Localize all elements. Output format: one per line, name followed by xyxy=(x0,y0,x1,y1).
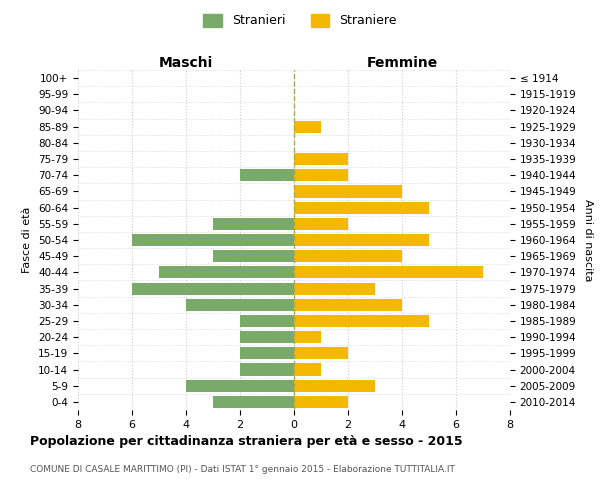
Bar xyxy=(213,396,294,408)
Y-axis label: Anni di nascita: Anni di nascita xyxy=(583,198,593,281)
Text: Popolazione per cittadinanza straniera per età e sesso - 2015: Popolazione per cittadinanza straniera p… xyxy=(30,435,463,448)
Bar xyxy=(240,169,294,181)
Bar xyxy=(294,218,348,230)
Bar xyxy=(294,282,375,294)
Bar xyxy=(240,315,294,327)
Bar xyxy=(294,169,348,181)
Bar xyxy=(240,331,294,343)
Text: COMUNE DI CASALE MARITTIMO (PI) - Dati ISTAT 1° gennaio 2015 - Elaborazione TUTT: COMUNE DI CASALE MARITTIMO (PI) - Dati I… xyxy=(30,465,455,474)
Bar xyxy=(159,266,294,278)
Text: Maschi: Maschi xyxy=(159,56,213,70)
Bar xyxy=(240,348,294,360)
Bar xyxy=(132,234,294,246)
Bar xyxy=(294,186,402,198)
Y-axis label: Fasce di età: Fasce di età xyxy=(22,207,32,273)
Bar xyxy=(294,315,429,327)
Bar xyxy=(294,120,321,132)
Bar xyxy=(240,364,294,376)
Bar xyxy=(294,266,483,278)
Bar xyxy=(294,331,321,343)
Legend: Stranieri, Straniere: Stranieri, Straniere xyxy=(198,8,402,32)
Text: Femmine: Femmine xyxy=(367,56,437,70)
Bar xyxy=(294,380,375,392)
Bar xyxy=(186,380,294,392)
Bar xyxy=(213,250,294,262)
Bar xyxy=(294,250,402,262)
Bar xyxy=(294,234,429,246)
Bar xyxy=(294,364,321,376)
Bar xyxy=(294,153,348,165)
Bar xyxy=(294,348,348,360)
Bar xyxy=(294,202,429,213)
Bar xyxy=(186,298,294,311)
Bar xyxy=(213,218,294,230)
Bar xyxy=(132,282,294,294)
Bar xyxy=(294,298,402,311)
Bar xyxy=(294,396,348,408)
